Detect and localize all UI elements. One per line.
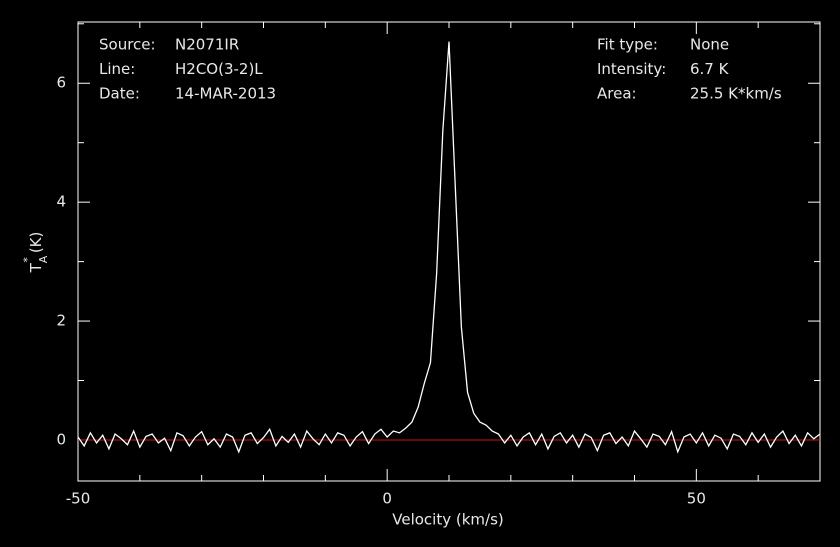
y-tick-label: 2 <box>56 312 66 330</box>
info-label: Line: <box>99 60 135 78</box>
x-tick-label: 0 <box>382 490 392 508</box>
y-tick-label: 6 <box>56 74 66 92</box>
spectrum-line <box>77 41 821 454</box>
info-value: 25.5 K*km/s <box>690 85 782 103</box>
info-value: 14-MAR-2013 <box>175 85 276 103</box>
y-label-sub: A <box>37 255 50 263</box>
info-value: None <box>690 36 729 54</box>
info-value: N2071IR <box>175 36 239 54</box>
y-label-sup: * <box>21 257 34 263</box>
info-value: 6.7 K <box>690 60 730 78</box>
info-label: Source: <box>99 36 156 54</box>
x-tick-label: -50 <box>66 490 91 508</box>
info-value: H2CO(3-2)L <box>175 60 263 78</box>
y-label-unit: (K) <box>27 232 45 254</box>
info-label: Area: <box>597 85 637 103</box>
x-tick-label: 50 <box>687 490 706 508</box>
x-axis-label: Velocity (km/s) <box>392 511 503 529</box>
y-tick-label: 4 <box>56 193 66 211</box>
info-label: Fit type: <box>597 36 658 54</box>
y-label-main: T <box>27 262 45 273</box>
y-axis-label: TA* (K) <box>21 232 50 274</box>
info-label: Date: <box>99 85 140 103</box>
y-tick-label: 0 <box>56 430 66 448</box>
info-label: Intensity: <box>597 60 666 78</box>
